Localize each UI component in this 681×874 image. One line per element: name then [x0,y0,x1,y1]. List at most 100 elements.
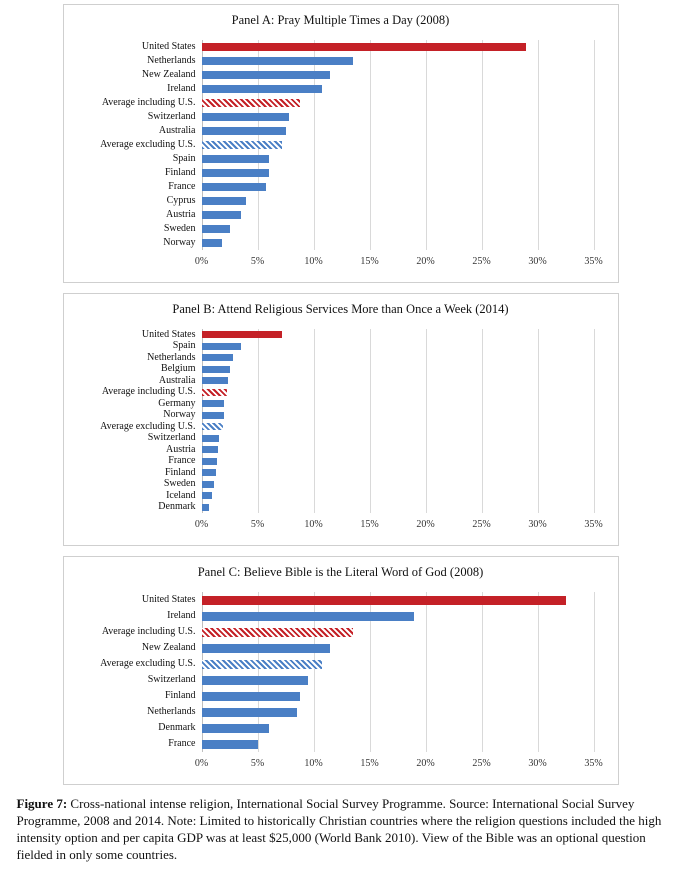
bar-label: Average excluding U.S. [100,659,201,669]
chart-panel-C: Panel C: Believe Bible is the Literal Wo… [63,556,619,785]
bar-avg_incl [202,389,228,396]
x-tick-label: 35% [584,519,602,530]
bar-label: Netherlands [147,56,201,66]
chart-area: 0%5%10%15%20%25%30%35%United StatesSpain… [202,329,594,513]
bar-row: France [202,740,594,749]
x-tick-label: 0% [195,256,208,267]
bar-avg_incl [202,628,353,637]
bar-label: Finland [165,468,202,478]
bar-row: Denmark [202,504,594,511]
bar-label: Finland [165,691,202,701]
bar-row: Average excluding U.S. [202,423,594,430]
bar-normal [202,57,353,65]
bar-row: Switzerland [202,113,594,121]
bar-label: Australia [159,126,202,136]
x-tick-label: 25% [472,758,490,769]
bar-row: Denmark [202,724,594,733]
panel-title: Panel B: Attend Religious Services More … [74,302,608,317]
bar-avg_excl [202,141,283,149]
bar-row: Spain [202,343,594,350]
bar-normal [202,71,331,79]
bar-label: France [168,182,201,192]
bar-row: Finland [202,169,594,177]
bar-label: Average including U.S. [102,387,202,397]
x-tick-label: 0% [195,758,208,769]
bar-label: Norway [163,410,201,420]
bar-row: Australia [202,377,594,384]
x-tick-label: 10% [304,256,322,267]
x-tick-label: 35% [584,256,602,267]
bar-label: Spain [173,154,202,164]
bar-normal [202,197,247,205]
bar-row: Average including U.S. [202,99,594,107]
grid-line [594,592,595,752]
bar-normal [202,435,220,442]
bar-label: Norway [163,238,201,248]
bar-normal [202,481,214,488]
bar-row: United States [202,43,594,51]
x-tick-label: 25% [472,256,490,267]
panels-container: Panel A: Pray Multiple Times a Day (2008… [6,4,675,785]
x-tick-label: 20% [416,256,434,267]
bar-normal [202,412,224,419]
bar-normal [202,458,218,465]
chart-area: 0%5%10%15%20%25%30%35%United StatesNethe… [202,40,594,250]
bar-row: Finland [202,469,594,476]
bar-normal [202,183,267,191]
bar-label: Ireland [167,84,201,94]
bar-row: Austria [202,211,594,219]
bar-row: Finland [202,692,594,701]
bar-us [202,43,527,51]
bar-normal [202,225,230,233]
bar-label: New Zealand [142,70,202,80]
bar-label: Cyprus [167,196,202,206]
chart-panel-B: Panel B: Attend Religious Services More … [63,293,619,546]
x-tick-label: 20% [416,519,434,530]
bar-label: Switzerland [148,112,202,122]
bar-label: Australia [159,376,202,386]
bar-normal [202,676,308,685]
bar-row: United States [202,596,594,605]
bar-label: Spain [173,341,202,351]
bar-label: Sweden [164,224,202,234]
bar-normal [202,366,230,373]
x-tick-label: 0% [195,519,208,530]
bar-row: Ireland [202,612,594,621]
x-tick-label: 5% [251,256,264,267]
bar-label: Netherlands [147,353,201,363]
bar-row: Average including U.S. [202,628,594,637]
bar-row: Spain [202,155,594,163]
grid-line [594,329,595,513]
bar-normal [202,400,224,407]
bar-label: Austria [166,210,201,220]
bar-normal [202,354,233,361]
bar-label: Average including U.S. [102,98,202,108]
x-tick-label: 15% [360,758,378,769]
bar-row: France [202,458,594,465]
x-tick-label: 5% [251,519,264,530]
bar-normal [202,239,222,247]
bar-label: United States [142,595,202,605]
bar-normal [202,169,269,177]
chart-panel-A: Panel A: Pray Multiple Times a Day (2008… [63,4,619,283]
bar-normal [202,692,301,701]
x-tick-label: 30% [528,519,546,530]
bar-us [202,331,283,338]
bar-row: Netherlands [202,354,594,361]
x-tick-label: 5% [251,758,264,769]
panel-title: Panel A: Pray Multiple Times a Day (2008… [74,13,608,28]
bar-label: France [168,739,201,749]
grid-line [594,40,595,250]
bar-normal [202,127,286,135]
bar-row: Norway [202,239,594,247]
bar-normal [202,211,241,219]
bar-label: Belgium [161,364,201,374]
bar-row: Average including U.S. [202,389,594,396]
x-tick-label: 15% [360,519,378,530]
bar-normal [202,492,212,499]
bar-row: Switzerland [202,435,594,442]
bar-row: Cyprus [202,197,594,205]
x-tick-label: 15% [360,256,378,267]
bar-avg_excl [202,423,223,430]
bar-label: France [168,456,201,466]
